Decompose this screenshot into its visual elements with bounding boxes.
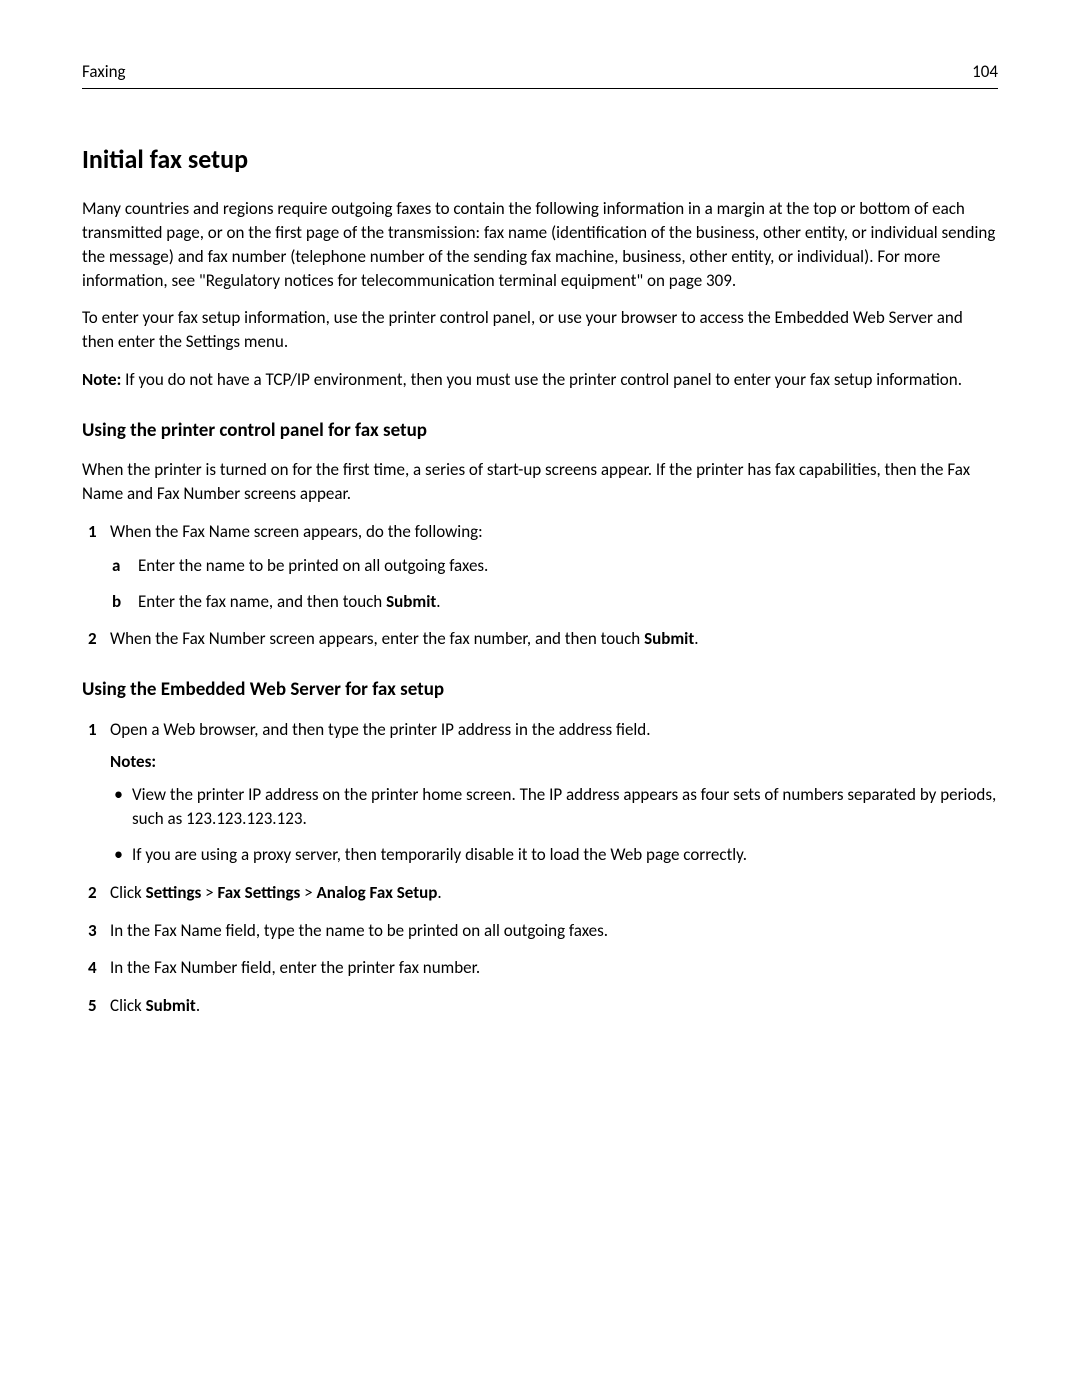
- section2-step-5: Click Submit.: [82, 994, 998, 1018]
- note-paragraph: Note: If you do not have a TCP/IP enviro…: [82, 368, 998, 392]
- section2-step-3: In the Fax Name field, type the name to …: [82, 919, 998, 943]
- note-text: If you do not have a TCP/IP environment,…: [121, 369, 962, 390]
- notes-bullets: View the printer IP address on the print…: [110, 783, 998, 866]
- section2-step-1: Open a Web browser, and then type the pr…: [82, 718, 998, 867]
- section1-substeps: Enter the name to be printed on all outg…: [110, 554, 998, 614]
- section1-intro: When the printer is turned on for the fi…: [82, 458, 998, 506]
- header-section-name: Faxing: [82, 60, 126, 84]
- step1-text: When the Fax Name screen appears, do the…: [110, 521, 483, 542]
- section1-step1-b: Enter the fax name, and then touch Submi…: [110, 590, 998, 614]
- section-heading-web-server: Using the Embedded Web Server for fax se…: [82, 677, 998, 704]
- settings-bold: Settings: [146, 882, 202, 903]
- notes-bullet-1: View the printer IP address on the print…: [110, 783, 998, 831]
- page-title: Initial fax setup: [82, 141, 998, 177]
- note-label: Note:: [82, 369, 121, 390]
- notes-bullet-2: If you are using a proxy server, then te…: [110, 843, 998, 867]
- section2-step-4: In the Fax Number field, enter the print…: [82, 956, 998, 980]
- intro-paragraph-2: To enter your fax setup information, use…: [82, 306, 998, 354]
- section2-step-2: Click Settings > Fax Settings > Analog F…: [82, 881, 998, 905]
- intro-paragraph-1: Many countries and regions require outgo…: [82, 197, 998, 292]
- notes-label: Notes:: [110, 750, 998, 774]
- fax-settings-bold: Fax Settings: [217, 882, 300, 903]
- submit-bold: Submit: [386, 591, 436, 612]
- analog-fax-bold: Analog Fax Setup: [316, 882, 437, 903]
- submit-bold: Submit: [644, 628, 694, 649]
- section2-steps: Open a Web browser, and then type the pr…: [82, 718, 998, 1018]
- header-page-number: 104: [972, 60, 998, 84]
- section-heading-control-panel: Using the printer control panel for fax …: [82, 418, 998, 445]
- section1-step-2: When the Fax Number screen appears, ente…: [82, 627, 998, 651]
- submit-bold: Submit: [146, 995, 196, 1016]
- section1-steps: When the Fax Name screen appears, do the…: [82, 520, 998, 651]
- section1-step-1: When the Fax Name screen appears, do the…: [82, 520, 998, 613]
- section1-step1-a: Enter the name to be printed on all outg…: [110, 554, 998, 578]
- page-header: Faxing 104: [82, 60, 998, 89]
